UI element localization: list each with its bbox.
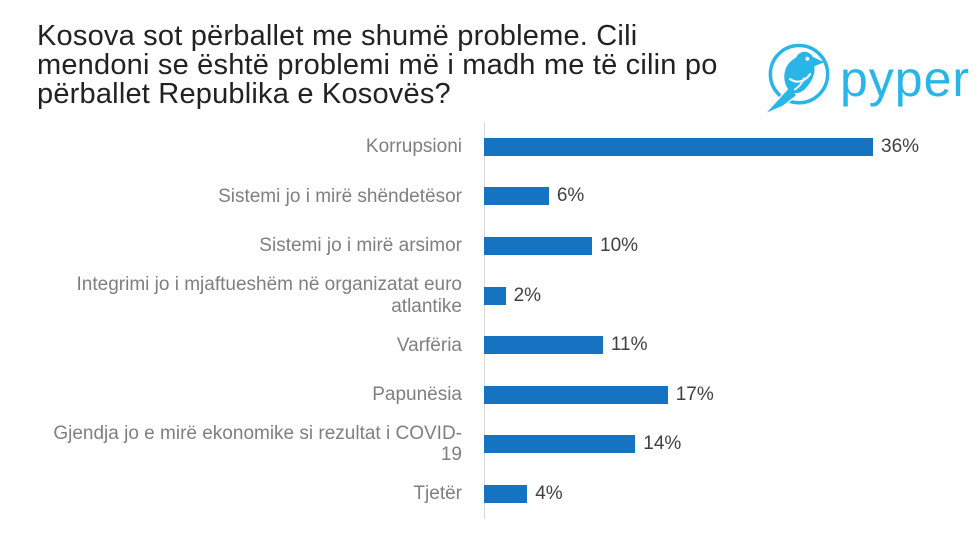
- title-line-3: përballet Republika e Kosovës?: [37, 78, 451, 110]
- bar: [484, 336, 603, 355]
- pyper-logo: pyper: [764, 42, 970, 116]
- category-label: Gjendja jo e mirë ekonomike si rezultat …: [53, 423, 462, 466]
- category-label: Sistemi jo i mirë shëndetësor: [218, 185, 462, 207]
- title-line-2: mendoni se është problemi më i madh me t…: [37, 49, 718, 81]
- bar: [484, 236, 593, 255]
- bar-track: 11%: [484, 334, 950, 356]
- bar-row: Varfëria 11%: [37, 320, 950, 370]
- title-line-1: Kosova sot përballet me shumë probleme. …: [37, 20, 638, 52]
- bar: [484, 187, 549, 206]
- value-label: 17%: [675, 383, 714, 405]
- bar: [484, 286, 506, 305]
- category-label: Integrimi jo i mjaftueshëm në organizata…: [76, 274, 462, 317]
- bar-row: Korrupsioni 36%: [37, 122, 950, 172]
- bar-track: 14%: [484, 433, 950, 455]
- value-label: 4%: [535, 482, 563, 504]
- bar-row: Tjetër 4%: [37, 469, 950, 519]
- bar: [484, 435, 636, 454]
- pyper-wordmark: pyper: [840, 51, 971, 107]
- category-label: Papunësia: [372, 384, 462, 406]
- pyper-bird-icon: [764, 42, 834, 116]
- category-label: Tjetër: [413, 483, 462, 505]
- bar-track: 4%: [484, 483, 950, 505]
- y-axis-line: [484, 122, 485, 519]
- value-label: 2%: [513, 284, 542, 306]
- category-label: Korrupsioni: [365, 136, 462, 158]
- bar-track: 17%: [484, 384, 950, 406]
- value-label: 6%: [556, 185, 585, 207]
- bar-row: Sistemi jo i mirë arsimor 10%: [37, 221, 950, 271]
- bar: [484, 137, 873, 156]
- value-label: 11%: [610, 334, 648, 356]
- bar-track: 2%: [484, 285, 950, 307]
- category-label: Sistemi jo i mirë arsimor: [259, 235, 462, 257]
- bar-row: Papunësia 17%: [37, 370, 950, 420]
- bar-track: 36%: [484, 136, 950, 158]
- value-label: 36%: [881, 135, 920, 157]
- category-label: Varfëria: [396, 334, 462, 356]
- bar: [484, 484, 528, 503]
- value-label: 14%: [643, 433, 682, 455]
- bar: [484, 385, 668, 404]
- page-title: Kosova sot përballet me shumë probleme. …: [37, 22, 782, 109]
- bar-chart: Korrupsioni 36% Sistemi jo i mirë shëndetë…: [37, 122, 950, 519]
- value-label: 10%: [600, 234, 639, 256]
- chart-rows: Korrupsioni 36% Sistemi jo i mirë shëndetë…: [37, 122, 950, 519]
- bar-track: 10%: [484, 235, 950, 257]
- bar-row: Integrimi jo i mjaftueshëm në organizata…: [37, 271, 950, 321]
- bar-track: 6%: [484, 185, 950, 207]
- bar-row: Sistemi jo i mirë shëndetësor 6%: [37, 172, 950, 222]
- bar-row: Gjendja jo e mirë ekonomike si rezultat …: [37, 420, 950, 470]
